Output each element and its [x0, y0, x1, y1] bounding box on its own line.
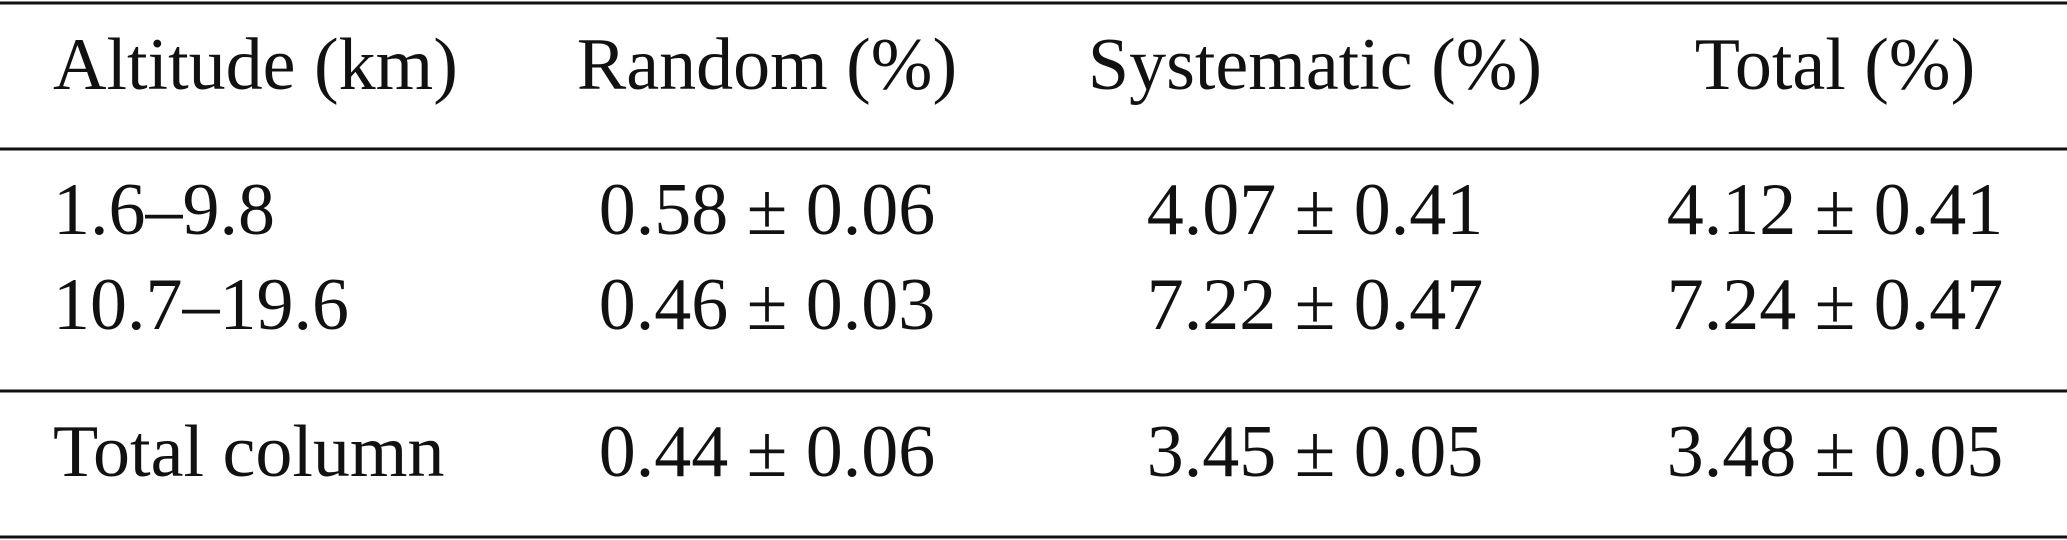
header-cell: Random (%): [577, 24, 957, 106]
cell: 7.24 ± 0.47: [1667, 264, 2004, 346]
cell: Total column: [53, 411, 444, 493]
cell: 0.58 ± 0.06: [599, 169, 936, 251]
header-cell: Total (%): [1695, 24, 1975, 106]
header-cell: Altitude (km): [53, 24, 458, 106]
header-cell: Systematic (%): [1088, 24, 1542, 106]
cell: 3.45 ± 0.05: [1147, 411, 1484, 493]
cell: 7.22 ± 0.47: [1147, 264, 1484, 346]
cell: 10.7–19.6: [53, 264, 349, 346]
cell: 1.6–9.8: [53, 169, 275, 251]
cell: 4.07 ± 0.41: [1147, 169, 1484, 251]
cell: 4.12 ± 0.41: [1667, 169, 2004, 251]
cell: 3.48 ± 0.05: [1667, 411, 2004, 493]
cell: 0.46 ± 0.03: [599, 264, 936, 346]
cell: 0.44 ± 0.06: [599, 411, 936, 493]
